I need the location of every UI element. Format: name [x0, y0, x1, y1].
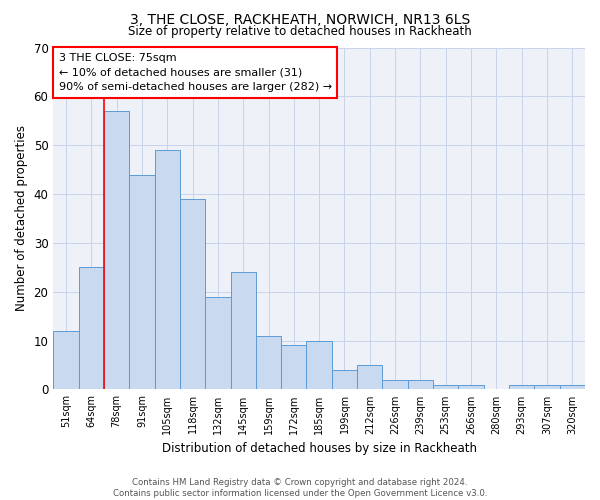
Bar — [205, 296, 230, 390]
X-axis label: Distribution of detached houses by size in Rackheath: Distribution of detached houses by size … — [161, 442, 476, 455]
Y-axis label: Number of detached properties: Number of detached properties — [15, 126, 28, 312]
Bar — [509, 384, 535, 390]
Text: 3, THE CLOSE, RACKHEATH, NORWICH, NR13 6LS: 3, THE CLOSE, RACKHEATH, NORWICH, NR13 6… — [130, 12, 470, 26]
Bar — [458, 384, 484, 390]
Bar — [560, 384, 585, 390]
Text: Contains HM Land Registry data © Crown copyright and database right 2024.
Contai: Contains HM Land Registry data © Crown c… — [113, 478, 487, 498]
Bar — [79, 268, 104, 390]
Bar — [155, 150, 180, 390]
Bar — [408, 380, 433, 390]
Bar — [535, 384, 560, 390]
Bar — [256, 336, 281, 390]
Bar — [332, 370, 357, 390]
Bar — [180, 199, 205, 390]
Bar — [357, 365, 382, 390]
Bar — [281, 346, 307, 390]
Bar — [230, 272, 256, 390]
Bar — [104, 111, 129, 390]
Text: 3 THE CLOSE: 75sqm
← 10% of detached houses are smaller (31)
90% of semi-detache: 3 THE CLOSE: 75sqm ← 10% of detached hou… — [59, 52, 332, 92]
Bar — [307, 340, 332, 390]
Bar — [433, 384, 458, 390]
Bar — [53, 331, 79, 390]
Bar — [382, 380, 408, 390]
Text: Size of property relative to detached houses in Rackheath: Size of property relative to detached ho… — [128, 25, 472, 38]
Bar — [129, 174, 155, 390]
